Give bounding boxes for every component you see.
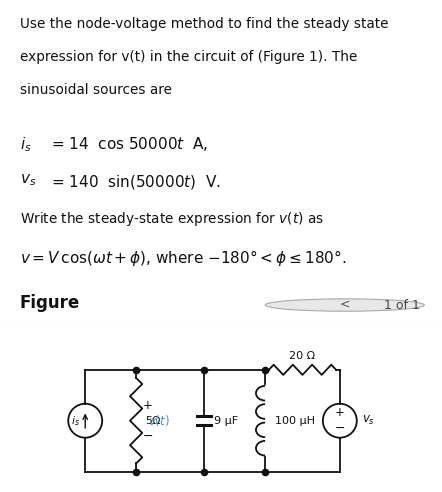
Text: expression for v(t) in the circuit of (Figure 1). The: expression for v(t) in the circuit of (F… xyxy=(20,50,357,64)
Text: 5Ω: 5Ω xyxy=(145,416,161,426)
Text: $v_s$: $v_s$ xyxy=(362,414,375,427)
Text: Figure: Figure xyxy=(20,294,80,312)
Text: $i_s$: $i_s$ xyxy=(71,414,80,428)
Text: Use the node-voltage method to find the steady state: Use the node-voltage method to find the … xyxy=(20,17,389,31)
Text: 9 μF: 9 μF xyxy=(214,416,238,426)
Text: +: + xyxy=(143,399,153,412)
Text: 20 Ω: 20 Ω xyxy=(290,351,316,361)
Text: Write the steady-state expression for $v(t)$ as: Write the steady-state expression for $v… xyxy=(20,210,324,228)
Text: −: − xyxy=(335,422,345,435)
Text: <: < xyxy=(339,298,350,311)
Text: = 140  sin(50000$t$)  V.: = 140 sin(50000$t$) V. xyxy=(51,173,221,191)
Circle shape xyxy=(265,299,424,311)
Text: 100 μH: 100 μH xyxy=(275,416,315,426)
Text: $v_s$: $v_s$ xyxy=(20,173,36,188)
Text: $v(t)$: $v(t)$ xyxy=(148,413,170,428)
Text: $i_s$: $i_s$ xyxy=(20,135,31,154)
Text: sinusoidal sources are: sinusoidal sources are xyxy=(20,84,172,97)
Text: +: + xyxy=(335,406,345,419)
Text: 1 of 1: 1 of 1 xyxy=(384,299,420,311)
Text: = 14  cos 50000$t$  A,: = 14 cos 50000$t$ A, xyxy=(51,135,208,154)
Text: −: − xyxy=(143,430,153,442)
Text: $v = V\,\cos(\omega t + \phi)$, where $-180°<\phi\leq 180°$.: $v = V\,\cos(\omega t + \phi)$, where $-… xyxy=(20,247,347,268)
